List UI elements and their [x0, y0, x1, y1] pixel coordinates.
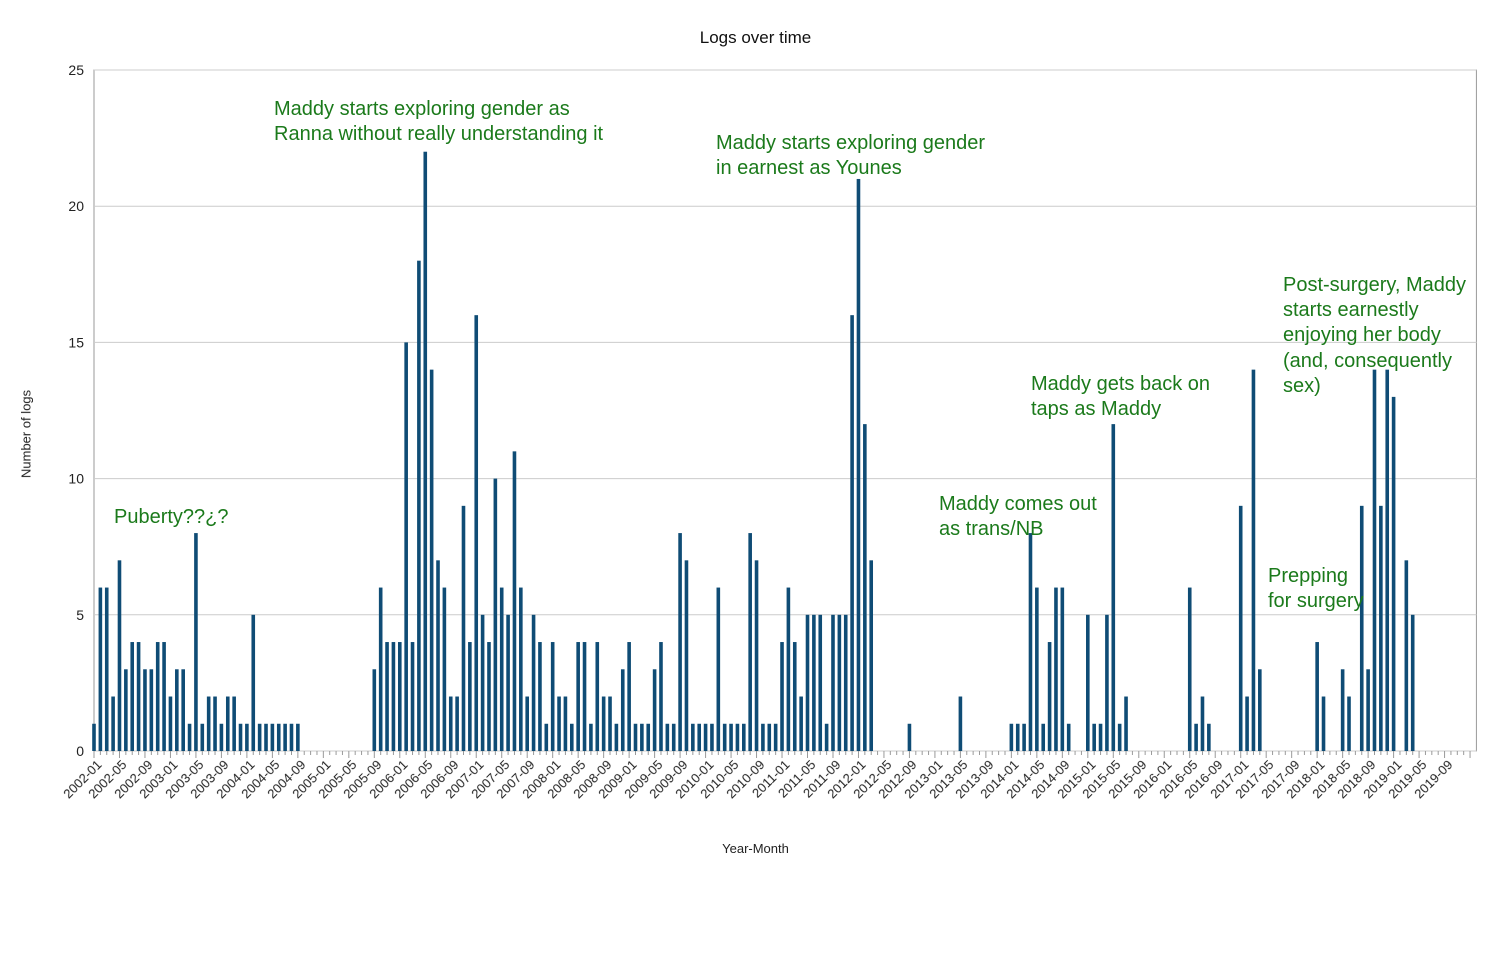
- svg-text:10: 10: [68, 471, 84, 487]
- svg-text:15: 15: [68, 334, 84, 350]
- svg-text:25: 25: [68, 62, 84, 78]
- svg-text:20: 20: [68, 198, 84, 214]
- svg-text:5: 5: [76, 607, 84, 623]
- svg-text:0: 0: [76, 743, 84, 759]
